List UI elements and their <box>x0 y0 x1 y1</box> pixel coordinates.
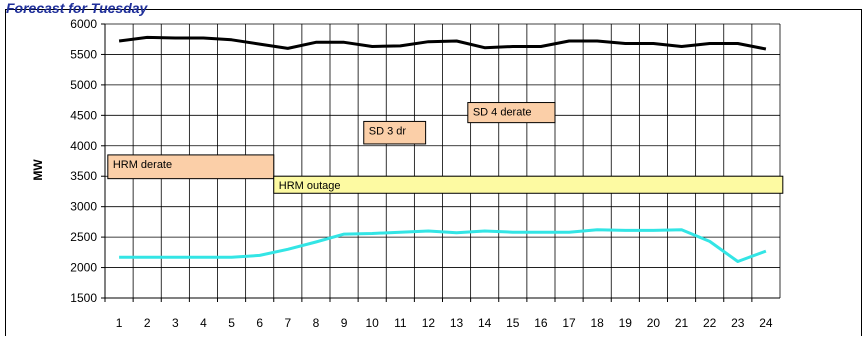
x-tick-label: 17 <box>562 316 576 330</box>
axes <box>101 23 780 302</box>
series-line-1 <box>118 35 767 51</box>
y-tick-label: 5000 <box>70 78 97 92</box>
y-tick-label: 3500 <box>70 169 97 183</box>
x-tick-label: 21 <box>675 316 689 330</box>
x-tick-label: 19 <box>619 316 633 330</box>
x-tick-label: 1 <box>116 316 123 330</box>
y-tick-label: 3000 <box>70 200 97 214</box>
x-tick-label: 13 <box>450 316 464 330</box>
y-tick-label: 4000 <box>70 139 97 153</box>
annotation-label: SD 3 dr <box>369 125 407 137</box>
x-tick-label: 7 <box>284 316 291 330</box>
x-tick-label: 8 <box>313 316 320 330</box>
series-lines <box>118 35 767 263</box>
y-tick-label: 2000 <box>70 261 97 275</box>
x-tick-label: 14 <box>478 316 492 330</box>
x-tick-label: 12 <box>422 316 436 330</box>
y-tick-label: 6000 <box>70 17 97 31</box>
x-tick-label: 20 <box>647 316 661 330</box>
x-tick-labels: 1 2 3 4 5 6 7 8 9 10 11 12 13 14 15 16 17 18 19 20 21 22 23 24 <box>116 316 773 330</box>
y-tick-label: 2500 <box>70 230 97 244</box>
x-tick-label: 3 <box>172 316 179 330</box>
x-tick-label: 15 <box>506 316 520 330</box>
annotation-box <box>363 120 427 145</box>
x-tick-label: 10 <box>366 316 380 330</box>
y-tick-label: 1500 <box>70 291 97 305</box>
x-tick-label: 16 <box>534 316 548 330</box>
y-tick-label: 4500 <box>70 108 97 122</box>
x-tick-label: 22 <box>703 316 717 330</box>
x-tick-label: 5 <box>228 316 235 330</box>
annotation-boxes: HRM derate HRM outage SD 3 dr SD 4 derate <box>107 102 784 194</box>
y-axis-label: MW <box>31 159 45 181</box>
x-tick-label: 9 <box>341 316 348 330</box>
annotation-label: HRM outage <box>279 180 341 192</box>
y-tick-labels: 1500 2000 2500 3000 3500 4000 4500 5000 5500 6000 <box>70 17 97 305</box>
annotation-box <box>273 175 784 194</box>
x-tick-label: 2 <box>144 316 151 330</box>
chart-title: Forecast for Tuesday <box>6 0 148 16</box>
x-tick-label: 4 <box>200 316 207 330</box>
x-tick-label: 24 <box>759 316 773 330</box>
annotation-label: HRM derate <box>113 159 172 171</box>
annotation-box <box>107 154 275 180</box>
x-tick-label: 18 <box>591 316 605 330</box>
series-line-2 <box>119 228 767 263</box>
x-tick-label: 11 <box>394 316 407 330</box>
y-tick-label: 5500 <box>70 47 97 61</box>
x-tick-label: 6 <box>256 316 263 330</box>
annotation-label: SD 4 derate <box>473 107 532 119</box>
chart-frame: Forecast for Tuesday <box>5 1 862 336</box>
x-tick-label: 23 <box>731 316 745 330</box>
annotation-box <box>467 102 556 124</box>
